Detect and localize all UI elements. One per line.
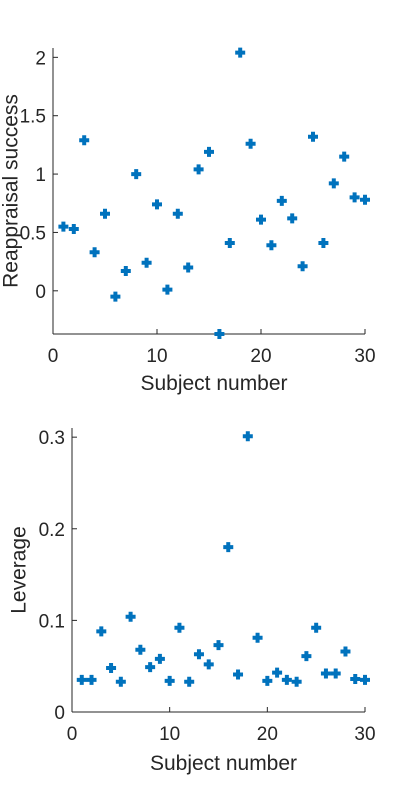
data-point [235, 47, 246, 58]
x-tick-label: 30 [354, 724, 375, 745]
data-point [311, 622, 322, 633]
data-point [350, 674, 361, 685]
data-point [328, 178, 339, 189]
data-point [162, 284, 173, 295]
data-point [276, 195, 287, 206]
data-point [281, 674, 292, 685]
data-point [291, 676, 302, 687]
y-tick-label: 0 [54, 703, 65, 724]
data-point [233, 669, 244, 680]
y-tick-label: 0.1 [39, 611, 65, 632]
data-point [120, 265, 131, 276]
data-point [184, 676, 195, 687]
data-point [203, 659, 214, 670]
x-tick-label: 0 [67, 724, 78, 745]
y-tick-label: 1 [35, 165, 46, 186]
data-point [68, 223, 79, 234]
data-point [110, 291, 121, 302]
x-tick-label: 10 [146, 346, 167, 367]
chart-panel-bottom: 0 10 20 30 0 0.1 0.2 0.3 Subject number Leverage [7, 428, 376, 775]
x-tick-label: 30 [354, 346, 375, 367]
data-point [301, 651, 312, 662]
y-tick-label: 0 [35, 282, 46, 303]
data-point [252, 632, 263, 643]
data-point [297, 261, 308, 272]
data-point [164, 675, 175, 686]
chart-panel-top: 0 10 20 30 0 0.5 1 1.5 2 Subject number Reappraisa… [0, 47, 376, 395]
data-point [183, 262, 194, 273]
data-point [340, 646, 351, 657]
data-point [245, 138, 256, 149]
x-tick-label: 0 [48, 346, 59, 367]
data-point [360, 194, 370, 205]
data-point [141, 257, 152, 268]
x-tick-label: 10 [159, 724, 180, 745]
data-point [152, 199, 162, 210]
data-point [125, 611, 136, 622]
data-point [172, 208, 183, 219]
data-point [266, 240, 277, 251]
data-point [242, 431, 253, 442]
data-point [106, 663, 117, 674]
data-point [256, 214, 266, 225]
data-point [318, 237, 329, 248]
data-point [76, 674, 87, 685]
data-point [339, 151, 350, 162]
y-tick-label: 0.5 [20, 223, 46, 244]
data-point [154, 653, 165, 664]
data-point [193, 649, 204, 660]
data-point [308, 131, 318, 142]
data-point [223, 542, 234, 553]
data-point [349, 192, 360, 203]
y-axis-title: Leverage [7, 526, 30, 614]
data-point [204, 146, 214, 157]
data-point [96, 626, 107, 637]
data-point [272, 667, 283, 678]
y-tick-label: 0.3 [39, 428, 65, 449]
y-tick-label: 0.2 [39, 520, 65, 541]
data-point [360, 674, 370, 685]
y-tick-label: 2 [35, 48, 46, 69]
data-point [135, 644, 146, 655]
data-point [89, 247, 100, 258]
x-axis-title: Subject number [140, 372, 287, 395]
data-point [145, 662, 156, 673]
x-axis-title: Subject number [150, 752, 297, 775]
data-point [287, 213, 298, 224]
data-point [214, 329, 225, 339]
x-tick-label: 20 [250, 346, 271, 367]
data-point [131, 169, 142, 180]
data-point [86, 674, 97, 685]
data-point [100, 208, 110, 219]
data-point [115, 676, 126, 687]
data-point [193, 164, 204, 175]
data-point [224, 237, 235, 248]
y-axis-title: Reappraisal success [0, 94, 22, 288]
data-point [174, 622, 185, 633]
data-point [262, 675, 273, 686]
y-tick-label: 1.5 [20, 107, 46, 128]
data-point [320, 668, 331, 679]
data-point [58, 221, 69, 232]
data-point [79, 135, 90, 146]
data-point [330, 668, 341, 679]
data-point [213, 640, 224, 651]
x-tick-label: 20 [257, 724, 278, 745]
